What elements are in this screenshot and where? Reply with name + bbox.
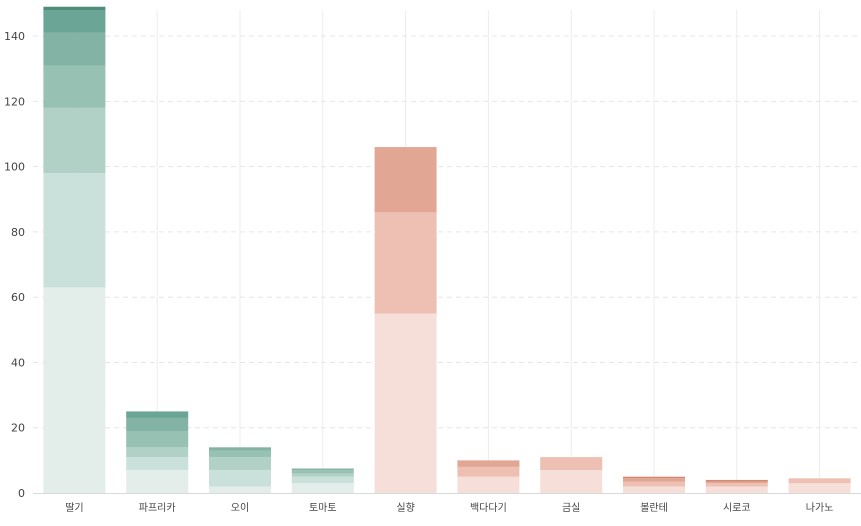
bar-segment (374, 147, 437, 213)
bar-segment (623, 476, 685, 479)
x-tick-label: 금실 (562, 502, 580, 514)
bar-segment (705, 481, 768, 484)
bar-segment (43, 32, 106, 66)
x-tick-label: 파프리카 (139, 502, 176, 514)
bar-segment (43, 173, 106, 288)
y-tick-label: 60 (11, 291, 25, 304)
y-tick-label: 20 (11, 422, 25, 435)
bar-segment (43, 10, 106, 33)
bar-segment (291, 476, 354, 484)
bar-segment (457, 460, 520, 467)
bar-segment (788, 478, 851, 484)
bar-segment (540, 470, 603, 493)
x-tick-label: 시로코 (723, 502, 751, 514)
bar-segment (43, 287, 106, 493)
x-tick-label: 오이 (231, 502, 249, 514)
bar-segment (126, 417, 189, 431)
bar-segment (126, 411, 189, 418)
bar-segment (705, 479, 768, 482)
bar-segment (623, 481, 685, 487)
bar-segment (623, 486, 685, 493)
x-tick-label: 볼란테 (640, 502, 668, 514)
bar-segment (291, 483, 354, 493)
bar-segment (788, 483, 851, 493)
bar-segment (209, 447, 271, 451)
bar-segment (43, 6, 106, 10)
bar-segment (209, 470, 271, 487)
bar-segment (705, 486, 768, 493)
bar-segment (209, 486, 271, 493)
x-tick-label: 토마토 (309, 502, 337, 514)
y-tick-label: 0 (18, 487, 25, 500)
bar-segment (374, 212, 437, 314)
bar-segment (126, 447, 189, 458)
y-tick-label: 40 (11, 356, 25, 369)
x-tick-label: 백다다기 (470, 502, 507, 514)
labels-layer: 0 20 40 60 80 100 120 140 딸기 파프리카 오이 토마토 실향 백다다기 금실 볼란테… (4, 30, 833, 514)
bar-segment (457, 476, 520, 493)
bar-segment (43, 107, 106, 174)
x-tick-label: 나가노 (806, 502, 834, 514)
bar-segment (705, 483, 768, 487)
y-tick-label: 120 (4, 95, 25, 108)
bar-segment (291, 468, 354, 471)
y-tick-label: 100 (4, 161, 25, 174)
bar-segment (291, 473, 354, 477)
y-tick-label: 80 (11, 226, 25, 239)
x-tick-label: 실향 (396, 502, 414, 514)
bar-segment (209, 457, 271, 471)
bar-segment (374, 313, 437, 493)
bar-segment (43, 65, 106, 108)
bar-segment (126, 430, 189, 448)
y-tick-label: 140 (4, 30, 25, 43)
bar-segment (126, 470, 189, 493)
bar-segment (457, 466, 520, 477)
bar-segment (209, 450, 271, 458)
bar-segment (126, 457, 189, 471)
bars-layer (43, 6, 851, 493)
bar-segment (291, 470, 354, 474)
x-tick-label: 딸기 (65, 502, 83, 514)
bar-segment (540, 457, 603, 471)
bar-segment (623, 478, 685, 482)
